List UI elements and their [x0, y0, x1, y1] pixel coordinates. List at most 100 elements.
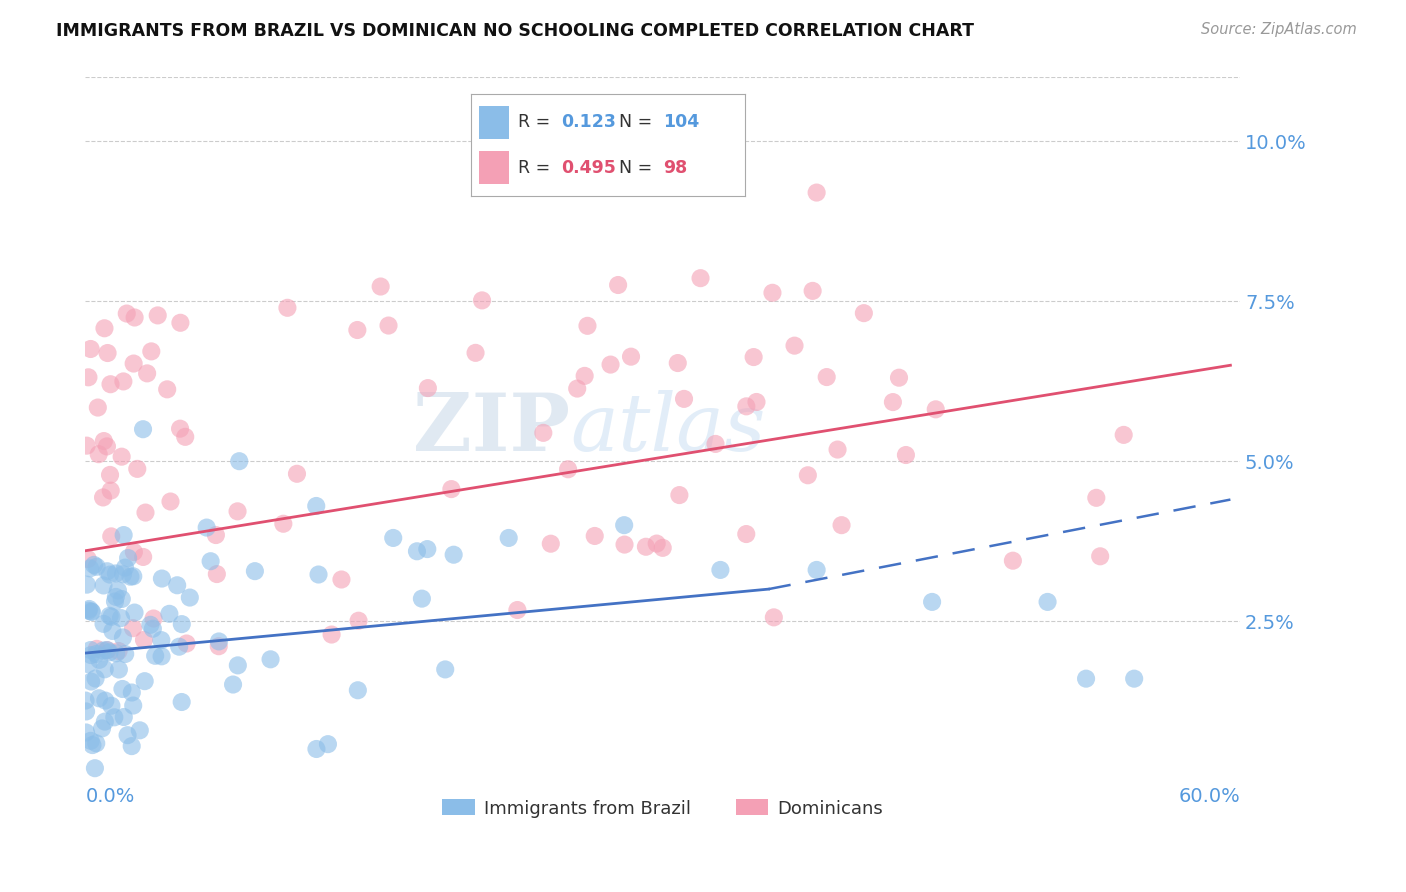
Point: [440, 482, 463, 496]
Point: [98, 645, 121, 659]
Point: [634, 540, 657, 554]
Point: [735, 400, 758, 414]
Text: 0.123: 0.123: [561, 113, 616, 131]
Point: [77, 657, 100, 672]
Text: R =: R =: [517, 159, 555, 177]
Point: [87, 691, 110, 706]
Point: [121, 739, 143, 753]
Point: [205, 567, 228, 582]
Point: [100, 698, 122, 713]
Point: [651, 541, 673, 555]
Point: [169, 316, 191, 330]
Point: [104, 566, 127, 581]
Point: [169, 422, 191, 436]
Point: [1074, 672, 1097, 686]
Point: [382, 531, 405, 545]
Text: N =: N =: [619, 159, 658, 177]
Point: [347, 614, 370, 628]
Point: [285, 467, 308, 481]
Point: [94, 693, 117, 707]
Point: [93, 578, 115, 592]
Point: [110, 611, 132, 625]
Point: [259, 652, 281, 666]
Point: [583, 529, 606, 543]
Point: [94, 714, 117, 729]
Point: [1001, 554, 1024, 568]
Point: [443, 548, 465, 562]
Point: [762, 610, 785, 624]
Point: [96, 643, 118, 657]
Point: [82, 738, 104, 752]
Point: [79, 342, 101, 356]
Point: [170, 617, 193, 632]
Point: [156, 382, 179, 396]
Point: [112, 567, 135, 582]
Point: [77, 604, 100, 618]
Point: [200, 554, 222, 568]
Point: [80, 605, 103, 619]
Point: [406, 544, 429, 558]
Point: [75, 725, 97, 739]
Point: [100, 609, 122, 624]
Point: [243, 564, 266, 578]
Point: [86, 641, 108, 656]
Point: [806, 563, 828, 577]
Point: [797, 468, 820, 483]
Point: [132, 422, 155, 436]
Point: [377, 318, 399, 333]
Point: [86, 559, 108, 574]
Point: [222, 677, 245, 691]
Point: [709, 563, 731, 577]
Point: [226, 658, 249, 673]
Point: [76, 577, 98, 591]
Point: [208, 634, 231, 648]
Point: [111, 450, 134, 464]
Point: [1123, 672, 1146, 686]
Point: [273, 516, 295, 531]
Point: [434, 662, 457, 676]
Point: [316, 737, 339, 751]
Bar: [479, 106, 509, 139]
Point: [93, 321, 115, 335]
Point: [122, 357, 145, 371]
Point: [84, 761, 107, 775]
Point: [666, 356, 689, 370]
Point: [668, 488, 690, 502]
Point: [783, 339, 806, 353]
Text: IMMIGRANTS FROM BRAZIL VS DOMINICAN NO SCHOOLING COMPLETED CORRELATION CHART: IMMIGRANTS FROM BRAZIL VS DOMINICAN NO S…: [56, 22, 974, 40]
Point: [121, 685, 143, 699]
Point: [174, 430, 197, 444]
Point: [98, 467, 121, 482]
Point: [704, 437, 727, 451]
Point: [124, 606, 146, 620]
Point: [321, 627, 343, 641]
Point: [645, 536, 668, 550]
Point: [115, 307, 138, 321]
Point: [111, 592, 134, 607]
Point: [370, 279, 392, 293]
Point: [170, 695, 193, 709]
Point: [111, 631, 134, 645]
Point: [745, 395, 768, 409]
Point: [105, 646, 128, 660]
Point: [112, 528, 135, 542]
Point: [540, 537, 562, 551]
Point: [827, 442, 849, 457]
Text: 104: 104: [664, 113, 699, 131]
Point: [84, 647, 107, 661]
Text: N =: N =: [619, 113, 658, 131]
Text: ZIP: ZIP: [413, 390, 571, 468]
Point: [80, 734, 103, 748]
Point: [159, 494, 181, 508]
Point: [91, 491, 114, 505]
Point: [925, 402, 948, 417]
Point: [79, 643, 101, 657]
Point: [77, 370, 100, 384]
Point: [122, 545, 145, 559]
Point: [498, 531, 520, 545]
Point: [100, 483, 122, 498]
Point: [305, 742, 328, 756]
Point: [93, 616, 115, 631]
Point: [112, 710, 135, 724]
Point: [114, 647, 136, 661]
